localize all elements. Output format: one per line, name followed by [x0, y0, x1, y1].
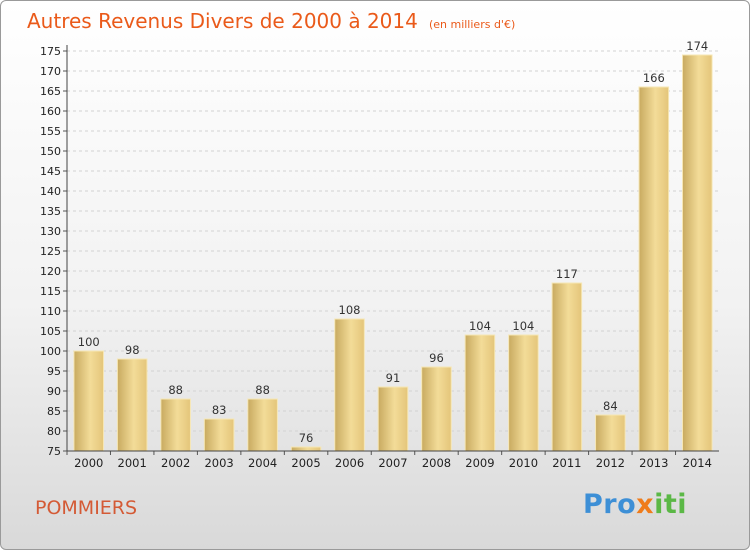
y-tick-label: 115	[40, 285, 61, 298]
x-tick-label-2006: 2006	[335, 456, 364, 470]
y-tick-label: 175	[40, 45, 61, 58]
y-tick-label: 165	[40, 85, 61, 98]
x-tick-label-2014: 2014	[683, 456, 712, 470]
y-tick-label: 150	[40, 145, 61, 158]
bar-2003	[203, 418, 235, 452]
logo-part-2: x	[636, 489, 655, 520]
x-tick-label-2010: 2010	[509, 456, 538, 470]
value-label-2013: 166	[643, 71, 665, 85]
x-tick-label-2012: 2012	[596, 456, 625, 470]
bar-2005	[290, 446, 322, 452]
x-tick-label-2009: 2009	[465, 456, 494, 470]
x-tick-label-2001: 2001	[118, 456, 147, 470]
logo-part-3: iti	[654, 489, 687, 520]
value-label-2003: 83	[212, 403, 227, 417]
x-tick-label-2003: 2003	[204, 456, 233, 470]
x-tick-label-2007: 2007	[378, 456, 407, 470]
y-tick-label: 90	[47, 385, 61, 398]
y-tick-label: 135	[40, 205, 61, 218]
bar-2014	[681, 54, 713, 452]
y-tick-label: 170	[40, 65, 61, 78]
chart-subtitle: (en milliers d'€)	[428, 18, 516, 31]
bar-2001	[116, 358, 148, 452]
y-tick-label: 140	[40, 185, 61, 198]
location-name: POMMIERS	[35, 497, 138, 519]
y-tick-label: 75	[47, 445, 61, 458]
value-label-2012: 84	[603, 399, 618, 413]
x-tick-label-2004: 2004	[248, 456, 277, 470]
value-label-2005: 76	[299, 431, 314, 445]
value-label-2000: 100	[78, 335, 100, 349]
bar-2009	[464, 334, 496, 452]
y-tick-label: 130	[40, 225, 61, 238]
x-tick-label-2011: 2011	[552, 456, 581, 470]
bar-2000	[73, 350, 105, 452]
bar-2011	[551, 282, 583, 452]
bar-2010	[508, 334, 539, 452]
value-label-2004: 88	[255, 383, 270, 397]
value-label-2007: 91	[386, 371, 401, 385]
value-label-2009: 104	[469, 319, 491, 333]
y-tick-label: 160	[40, 105, 61, 118]
y-tick-label: 110	[40, 305, 61, 318]
x-tick-label-2002: 2002	[161, 456, 190, 470]
x-tick-label-2008: 2008	[422, 456, 451, 470]
value-label-2010: 104	[512, 319, 534, 333]
value-label-2002: 88	[168, 383, 183, 397]
bar-2007	[377, 386, 409, 452]
logo-part-1: Pro	[583, 489, 637, 520]
chart-title: Autres Revenus Divers de 2000 à 2014	[27, 9, 418, 33]
bar-2006	[334, 318, 365, 452]
y-tick-label: 120	[40, 265, 61, 278]
value-label-2008: 96	[429, 351, 444, 365]
bar-2013	[638, 86, 670, 452]
y-tick-label: 85	[47, 405, 61, 418]
bar-2002	[160, 398, 191, 452]
y-tick-label: 100	[40, 345, 61, 358]
chart-title-wrap: Autres Revenus Divers de 2000 à 2014 (en…	[27, 9, 515, 33]
value-label-2001: 98	[125, 343, 140, 357]
y-tick-label: 105	[40, 325, 61, 338]
y-tick-label: 145	[40, 165, 61, 178]
value-label-2014: 174	[686, 39, 708, 53]
y-tick-label: 80	[47, 425, 61, 438]
y-tick-label: 95	[47, 365, 61, 378]
bar-2012	[595, 414, 626, 452]
y-tick-label: 125	[40, 245, 61, 258]
value-label-2011: 117	[556, 267, 578, 281]
bar-2008	[421, 366, 452, 452]
bar-2004	[247, 398, 278, 452]
x-tick-label-2013: 2013	[639, 456, 668, 470]
x-tick-label-2005: 2005	[291, 456, 320, 470]
proxiti-logo: Proxiti	[583, 489, 687, 520]
x-tick-label-2000: 2000	[74, 456, 103, 470]
value-label-2006: 108	[339, 303, 361, 317]
y-tick-label: 155	[40, 125, 61, 138]
